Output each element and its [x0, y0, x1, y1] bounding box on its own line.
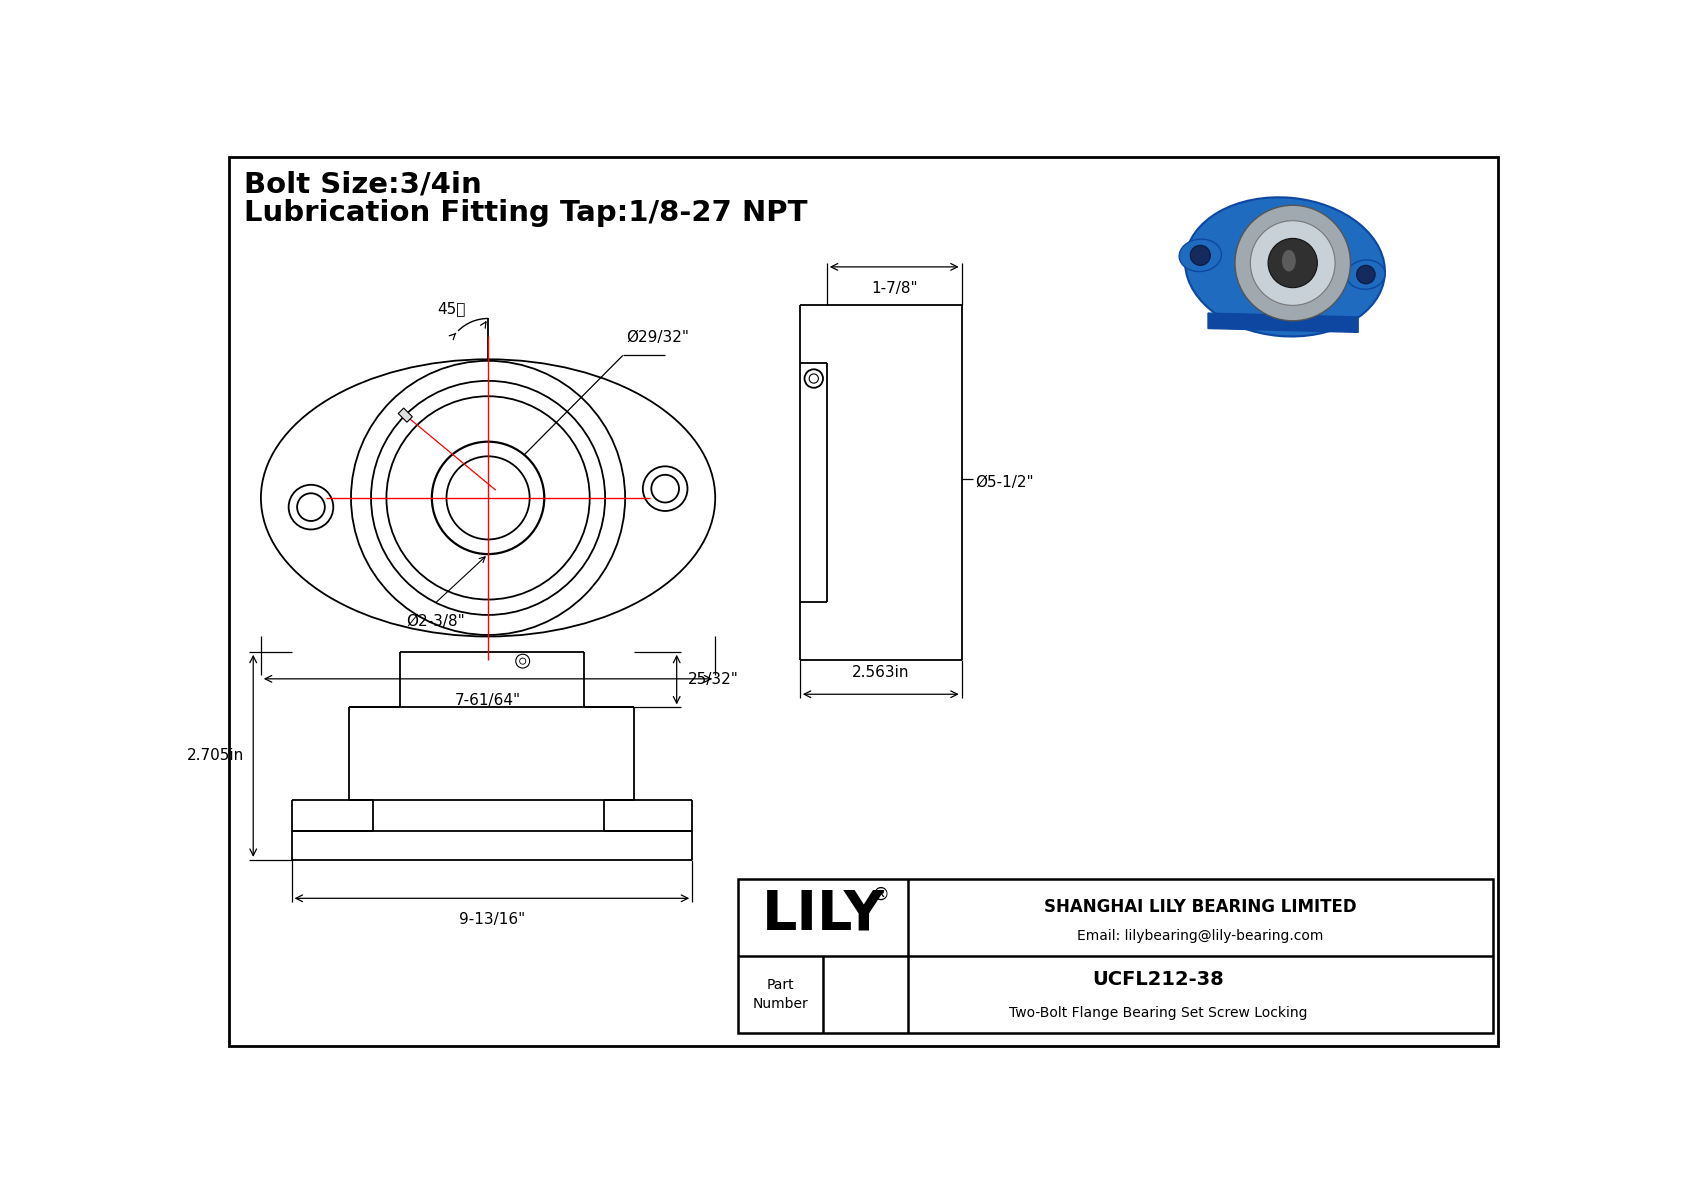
Bar	[738, 879, 1494, 1033]
Circle shape	[1191, 245, 1211, 266]
Text: Email: lilybearing@lily-bearing.com: Email: lilybearing@lily-bearing.com	[1078, 929, 1324, 943]
Bar	[397, 409, 413, 422]
Text: Ø5-1/2": Ø5-1/2"	[975, 475, 1034, 490]
Circle shape	[1268, 238, 1317, 288]
Text: LILY: LILY	[761, 887, 884, 941]
Text: 2.563in: 2.563in	[852, 666, 909, 680]
Ellipse shape	[1186, 198, 1384, 337]
Text: Ø29/32": Ø29/32"	[626, 330, 690, 345]
Text: Bolt Size:3/4in: Bolt Size:3/4in	[244, 170, 482, 199]
Text: Ø2-3/8": Ø2-3/8"	[406, 615, 465, 629]
Polygon shape	[1207, 313, 1359, 332]
Text: 9-13/16": 9-13/16"	[458, 912, 525, 927]
Ellipse shape	[1347, 260, 1384, 289]
Text: SHANGHAI LILY BEARING LIMITED: SHANGHAI LILY BEARING LIMITED	[1044, 898, 1357, 916]
Circle shape	[1357, 266, 1376, 283]
Text: UCFL212-38: UCFL212-38	[1093, 969, 1224, 989]
Circle shape	[1234, 205, 1351, 320]
Text: 25/32": 25/32"	[689, 672, 739, 687]
Text: 2.705in: 2.705in	[187, 748, 244, 763]
Text: Lubrication Fitting Tap:1/8-27 NPT: Lubrication Fitting Tap:1/8-27 NPT	[244, 199, 807, 227]
Ellipse shape	[1282, 250, 1295, 272]
Text: Part
Number: Part Number	[753, 978, 808, 1011]
Circle shape	[1250, 220, 1335, 305]
Text: 1-7/8": 1-7/8"	[871, 281, 918, 295]
Text: Two-Bolt Flange Bearing Set Screw Locking: Two-Bolt Flange Bearing Set Screw Lockin…	[1009, 1006, 1307, 1019]
Text: 7-61/64": 7-61/64"	[455, 693, 520, 707]
Text: ®: ®	[872, 886, 889, 904]
Text: 45度: 45度	[436, 301, 465, 316]
Ellipse shape	[1179, 239, 1221, 272]
